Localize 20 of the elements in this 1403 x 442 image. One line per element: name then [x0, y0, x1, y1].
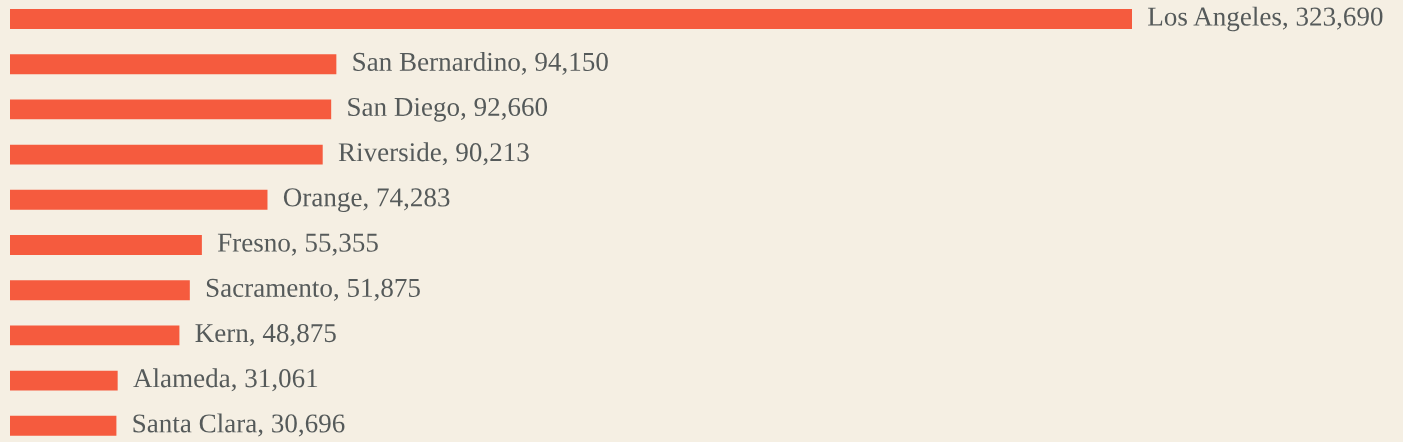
data-label: Fresno, 55,355: [217, 233, 378, 256]
bar: [10, 99, 332, 120]
data-label: Kern, 48,875: [195, 323, 336, 347]
data-label: Riverside, 90,213: [338, 142, 529, 166]
bar: [10, 144, 323, 165]
data-label: Sacramento, 51,875: [206, 278, 420, 301]
bar: [10, 54, 337, 75]
data-label: Orange, 74,283: [283, 188, 450, 213]
bar: [10, 415, 117, 436]
bar: [10, 9, 1132, 29]
data-label: Santa Clara, 30,696: [133, 413, 345, 437]
data-label: San Bernardino, 94,150: [353, 51, 608, 75]
data-label: San Diego, 92,660: [348, 97, 548, 122]
data-label: Alameda, 31,061: [133, 368, 318, 392]
bar: [10, 189, 268, 210]
bar: [10, 370, 118, 391]
data-label: Los Angeles, 323,690: [1148, 6, 1383, 32]
bar: [10, 325, 180, 346]
bar: [10, 280, 190, 301]
bar: [10, 235, 202, 255]
